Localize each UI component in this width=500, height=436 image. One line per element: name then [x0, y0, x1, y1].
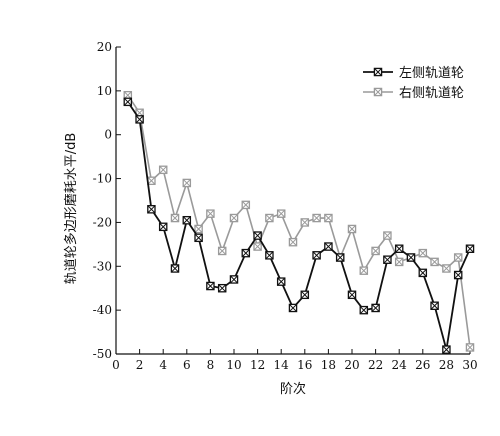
data-point [182, 215, 192, 225]
y-tick-label: 10 [97, 84, 112, 98]
data-point [430, 257, 439, 267]
data-point [300, 290, 310, 300]
data-point [394, 244, 404, 253]
x-tick-label: 14 [274, 358, 290, 372]
data-point [229, 213, 239, 223]
y-tick-label: -10 [93, 172, 112, 186]
series-2 [123, 90, 475, 352]
x-tick-label: 20 [344, 358, 359, 372]
data-point [217, 283, 227, 293]
data-point [418, 248, 428, 258]
x-tick-label: 6 [183, 358, 191, 372]
y-tick-label: -20 [93, 215, 112, 229]
y-tick-label: 0 [104, 128, 112, 142]
data-point [206, 281, 215, 291]
x-tick-label: 28 [439, 358, 454, 372]
x-tick-label: 0 [112, 358, 120, 372]
x-tick-label: 10 [226, 358, 241, 372]
data-point [147, 205, 156, 214]
data-point [453, 270, 463, 280]
data-point [430, 301, 439, 311]
legend-entry-2: 右侧轨道轮 [363, 86, 464, 101]
data-point [158, 222, 168, 232]
x-tick-label: 4 [159, 358, 167, 372]
data-point [276, 277, 286, 286]
x-tick-label: 22 [368, 358, 383, 372]
data-point [182, 178, 192, 188]
data-point [335, 253, 345, 262]
data-point [359, 305, 369, 315]
data-point [442, 345, 451, 354]
data-point [324, 213, 333, 223]
data-point [265, 251, 274, 260]
x-tick-label: 30 [462, 358, 477, 372]
legend-label: 右侧轨道轮 [399, 86, 464, 101]
data-point [453, 253, 463, 262]
data-point [241, 248, 251, 258]
data-point [394, 257, 404, 267]
data-point [170, 213, 180, 223]
y-tick-label: -30 [93, 259, 112, 273]
data-point [288, 303, 298, 313]
data-point [253, 242, 262, 251]
data-point [276, 209, 286, 218]
data-point [383, 255, 392, 264]
data-point [253, 231, 262, 240]
data-point [135, 115, 144, 124]
legend-entry-1: 左侧轨道轮 [363, 66, 464, 81]
x-tick-label: 26 [415, 358, 430, 372]
data-point [347, 290, 357, 300]
legend-swatch-marker [373, 67, 383, 77]
data-point [418, 268, 428, 278]
data-point [347, 224, 357, 234]
y-tick-label: -40 [93, 303, 112, 317]
legend-label: 左侧轨道轮 [399, 66, 464, 81]
data-point [312, 213, 321, 223]
data-point [442, 264, 451, 273]
data-point [217, 246, 227, 256]
x-tick-label: 12 [250, 358, 265, 372]
y-axis-title: 轨道轮多边形磨耗水平/dB [63, 133, 79, 285]
data-point [465, 244, 475, 253]
x-tick-label: 8 [207, 358, 215, 372]
data-point [406, 253, 416, 262]
x-tick-label: 16 [297, 358, 312, 372]
data-point [288, 237, 298, 247]
y-tick-label: 20 [97, 40, 112, 54]
data-point [194, 233, 203, 243]
series-line-1 [127, 101, 471, 350]
data-point [123, 97, 133, 107]
data-point [170, 264, 180, 273]
x-axis-title: 阶次 [280, 381, 306, 397]
data-point [194, 224, 203, 234]
data-point [300, 218, 310, 227]
data-point [206, 209, 215, 218]
data-point [465, 343, 475, 352]
x-tick-label: 24 [392, 358, 408, 372]
data-point [229, 275, 239, 284]
x-tick-label: 2 [136, 358, 144, 372]
data-point [158, 165, 168, 175]
data-point [359, 266, 369, 275]
data-point [265, 213, 274, 223]
data-point [383, 231, 392, 240]
series-layer [123, 90, 475, 354]
y-tick-label: -50 [93, 347, 112, 361]
data-point [324, 242, 333, 251]
data-point [312, 251, 321, 260]
data-point [371, 303, 380, 313]
legend-swatch-marker [373, 87, 383, 97]
data-point [371, 246, 380, 256]
x-tick-label: 18 [321, 358, 336, 372]
data-point [241, 200, 251, 210]
series-1 [123, 97, 475, 354]
